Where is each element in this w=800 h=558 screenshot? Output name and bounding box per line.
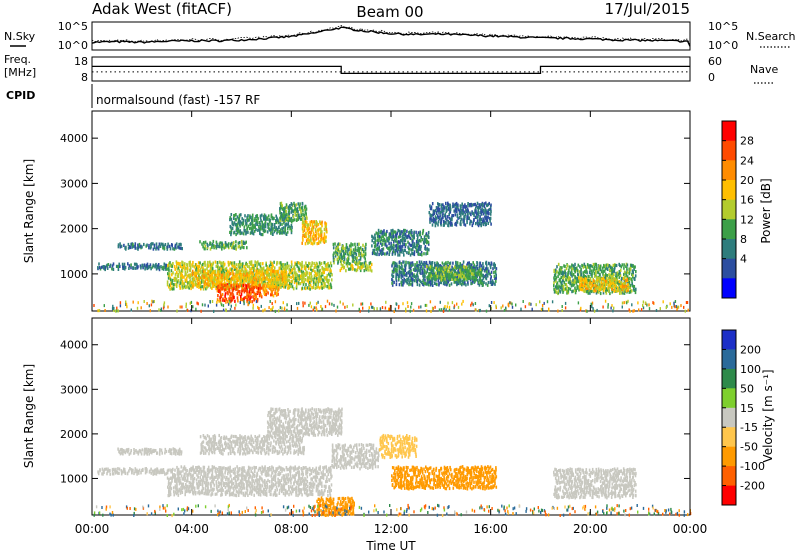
noise-left-tick-top: 10^5 — [58, 20, 88, 33]
velocity-colorbar-swatch-6 — [722, 447, 736, 467]
velocity-colorbar-tick-label-1: 100 — [740, 363, 761, 376]
noise-right-tick-bottom: 10^0 — [708, 39, 738, 52]
frequency-panel: Freq. [MHz] 18 8 60 0 Nave — [4, 53, 778, 84]
time-axis-label: Time UT — [365, 539, 416, 553]
velocity-colorbar-swatch-2 — [722, 369, 736, 389]
velocity-colorbar-swatch-3 — [722, 388, 736, 408]
nave-label: Nave — [750, 63, 778, 76]
velocity-colorbar-tick-label-5: -50 — [740, 441, 758, 454]
power-colorbar-swatch-4 — [722, 200, 736, 220]
freq-left-tick-bottom: 8 — [81, 71, 88, 84]
power-colorbar-tick-label-0: 28 — [740, 135, 754, 148]
xtick-label-3: 12:00 — [374, 522, 409, 536]
power-colorbar-tick-label-3: 16 — [740, 194, 754, 207]
date-title: 17/Jul/2015 — [605, 0, 690, 18]
xtick-label-1: 04:00 — [174, 522, 209, 536]
freq-left-tick-top: 18 — [74, 55, 88, 68]
power-colorbar-swatch-3 — [722, 180, 736, 200]
freq-panel-frame — [92, 57, 690, 81]
velocity-panel: 1000 2000 3000 4000 Slant Range [km] 200 100… — [22, 318, 775, 517]
velocity-colorbar-tick-label-4: -15 — [740, 421, 758, 434]
velocity-ytick-label-1: 2000 — [60, 428, 88, 441]
freq-right-tick-top: 60 — [708, 55, 722, 68]
velocity-colorbar-swatch-7 — [722, 466, 736, 486]
power-colorbar-swatch-1 — [722, 141, 736, 161]
velocity-colorbar-swatch-4 — [722, 408, 736, 428]
velocity-colorbar-swatch-5 — [722, 427, 736, 447]
velocity-colorbar-tick-label-3: 15 — [740, 402, 754, 415]
xtick-label-0: 00:00 — [75, 522, 110, 536]
velocity-y-axis-label: Slant Range [km] — [22, 364, 36, 468]
velocity-ytick-label-2: 3000 — [60, 383, 88, 396]
power-colorbar-label: Power [dB] — [759, 178, 773, 243]
power-colorbar-swatch-8 — [722, 278, 736, 298]
power-ytick-label-3: 4000 — [60, 132, 88, 145]
xtick-label-5: 20:00 — [573, 522, 608, 536]
cpid-text: normalsound (fast) -157 RF — [96, 93, 260, 107]
power-colorbar-swatch-2 — [722, 160, 736, 180]
power-ytick-label-0: 1000 — [60, 268, 88, 281]
velocity-colorbar-swatch-1 — [722, 349, 736, 369]
xtick-label-2: 08:00 — [274, 522, 309, 536]
freq-right-tick-bottom: 0 — [708, 71, 715, 84]
nsky-label: N.Sky — [4, 30, 36, 43]
nsearch-label: N.Search — [746, 30, 796, 43]
frequency-line — [92, 66, 690, 73]
velocity-colorbar-swatch-0 — [722, 330, 736, 350]
freq-label: Freq. — [4, 53, 31, 66]
power-colorbar-swatch-5 — [722, 219, 736, 239]
noise-panel: N.Sky 10^5 10^0 10^5 10^0 N.Search — [4, 20, 796, 52]
velocity-colorbar-swatch-8 — [722, 486, 736, 506]
noise-search-line — [92, 26, 690, 45]
station-title: Adak West (fitACF) — [92, 0, 232, 18]
power-colorbar: 28 24 20 16 12 8 4 — [722, 121, 754, 299]
power-colorbar-tick-label-2: 20 — [740, 174, 754, 187]
velocity-colorbar-label: Velocity [m s⁻¹] — [761, 369, 775, 462]
cpid-label: CPID — [6, 89, 35, 102]
noise-panel-frame — [92, 22, 690, 50]
power-colorbar-tick-label-4: 12 — [740, 213, 754, 226]
velocity-colorbar-tick-label-0: 200 — [740, 343, 761, 356]
velocity-ytick-label-3: 4000 — [60, 339, 88, 352]
power-ytick-label-1: 2000 — [60, 223, 88, 236]
velocity-colorbar-tick-label-7: -200 — [740, 480, 765, 493]
power-colorbar-swatch-0 — [722, 121, 736, 141]
beam-title: Beam 00 — [356, 3, 423, 21]
power-colorbar-swatch-7 — [722, 259, 736, 279]
velocity-ytick-label-0: 1000 — [60, 472, 88, 485]
mhz-label: [MHz] — [4, 66, 36, 79]
noise-left-tick-bottom: 10^0 — [58, 39, 88, 52]
power-colorbar-tick-label-1: 24 — [740, 154, 754, 167]
power-colorbar-tick-label-5: 8 — [740, 233, 747, 246]
noise-right-tick-top: 10^5 — [708, 20, 738, 33]
xtick-label-4: 16:00 — [473, 522, 508, 536]
xtick-label-6: 00:00 — [673, 522, 708, 536]
power-colorbar-swatch-6 — [722, 239, 736, 259]
noise-sky-line — [92, 27, 690, 46]
power-y-axis-label: Slant Range [km] — [22, 159, 36, 263]
power-ytick-label-2: 3000 — [60, 177, 88, 190]
velocity-colorbar-tick-label-2: 50 — [740, 382, 754, 395]
power-panel: 1000 2000 3000 4000 Slant Range [km] 28 24 20… — [22, 111, 773, 313]
power-colorbar-tick-label-6: 4 — [740, 253, 747, 266]
